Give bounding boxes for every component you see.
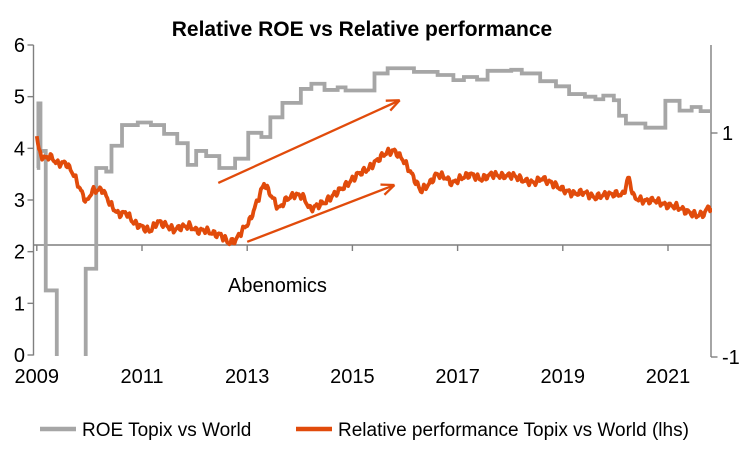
chart-title: Relative ROE vs Relative performance [172,18,553,41]
left-axis-label: 0 [14,345,25,367]
left-axis-label: 2 [14,242,25,264]
right-axis-label: -1 [722,347,740,369]
x-axis-label: 2009 [15,366,60,388]
x-axis-label: 2021 [646,366,691,388]
right-axis-label: 1 [722,123,733,145]
trend-arrow-shaft [246,183,395,243]
series-performance-line [34,135,712,247]
left-axis-label: 1 [14,293,25,315]
x-axis-label: 2015 [330,366,375,388]
trend-arrow [246,183,396,243]
trend-arrow [217,99,401,184]
legend-label-performance: Relative performance Topix vs World (lhs… [338,420,689,441]
left-axis-label: 3 [14,190,25,212]
left-axis-label: 5 [14,87,25,109]
legend: ROE Topix vs World Relative performance … [40,420,689,441]
trend-arrow-shaft [217,99,401,184]
legend-label-roe: ROE Topix vs World [82,420,251,441]
left-axis-label: 4 [14,138,25,160]
x-axis-label: 2019 [541,366,586,388]
series-roe-line [36,66,712,356]
trend-arrow-head [389,99,401,112]
x-axis-label: 2013 [225,366,270,388]
trend-arrow-head [383,184,396,196]
left-axis-label: 6 [14,35,25,57]
plot-area: 0 1 2 3 4 5 6 1 -1 2009 2011 2013 2015 2017 2019 2021 [14,35,740,388]
annotation-abenomics: Abenomics [228,275,327,297]
x-axis-label: 2011 [120,366,163,388]
x-axis-label: 2017 [435,366,480,388]
